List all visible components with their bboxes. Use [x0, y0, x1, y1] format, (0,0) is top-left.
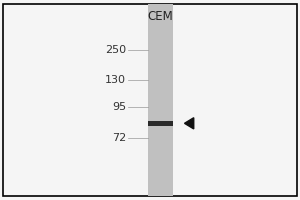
Polygon shape	[184, 118, 194, 129]
Bar	[148, 121, 173, 126]
Text: 95: 95	[112, 102, 126, 112]
Text: 250: 250	[105, 45, 126, 55]
Text: 72: 72	[112, 133, 126, 143]
Text: 130: 130	[105, 75, 126, 85]
Text: CEM: CEM	[148, 10, 173, 23]
Bar	[148, 4, 173, 196]
